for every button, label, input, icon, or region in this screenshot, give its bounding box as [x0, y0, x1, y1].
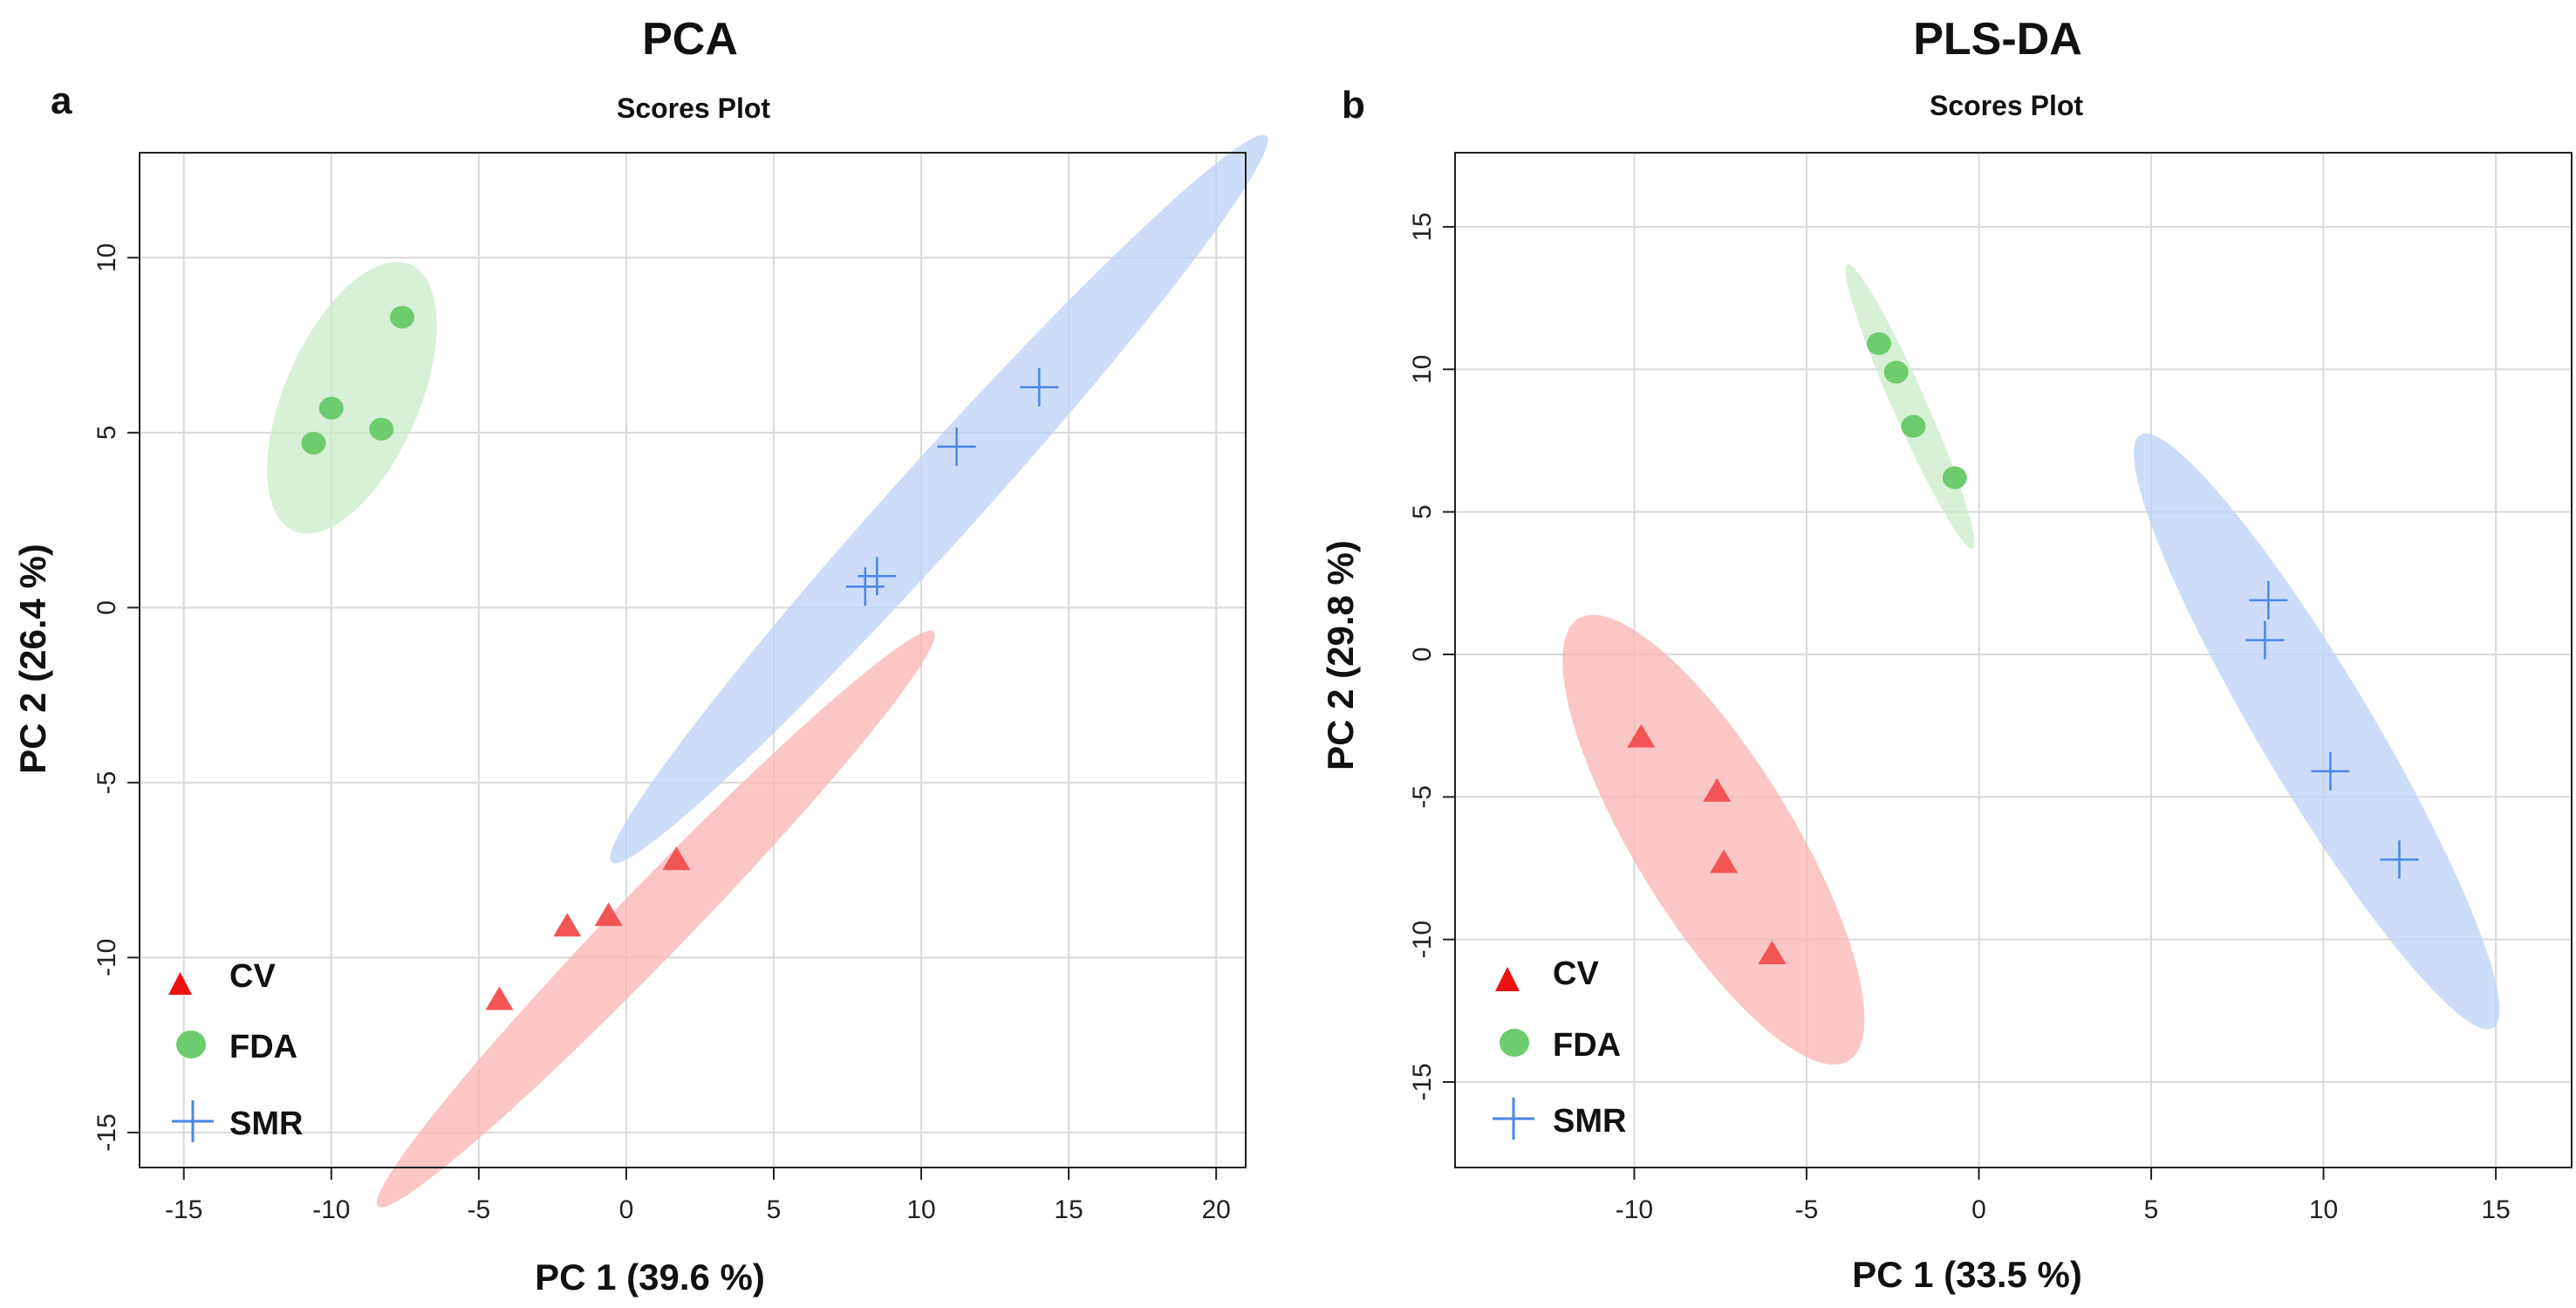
panel-b-y-axis-title: PC 2 (29.8 %): [1320, 540, 1361, 770]
x-tick-label: 5: [2144, 1195, 2159, 1224]
y-tick-label: 0: [1408, 647, 1437, 662]
x-tick-label: 5: [767, 1195, 782, 1224]
data-point-fda: [1942, 466, 1967, 490]
panel-a-title: PCA: [642, 14, 738, 65]
panel-b-title: PLS-DA: [1913, 14, 2082, 65]
x-tick-label: -10: [1616, 1195, 1653, 1224]
panel-a-x-axis-title: PC 1 (39.6 %): [535, 1257, 765, 1298]
confidence-ellipse-fda: [1845, 264, 1975, 549]
data-point-cv: [1710, 849, 1739, 873]
legend-a-fda-circle-icon: [176, 1031, 206, 1058]
y-tick-label: -15: [1408, 1063, 1437, 1100]
data-point-smr: [858, 557, 897, 596]
legend-a-fda-label: FDA: [229, 1029, 297, 1065]
data-point-cv: [553, 913, 582, 937]
data-point-fda: [318, 396, 344, 420]
y-tick-label: 0: [92, 600, 121, 615]
data-point-fda: [1866, 332, 1891, 355]
y-tick-label: 5: [92, 425, 121, 440]
y-tick-label: 10: [1408, 355, 1437, 384]
x-tick-label: 20: [1201, 1195, 1230, 1224]
y-tick-label: -5: [1408, 785, 1437, 809]
panel-a-points: [301, 305, 1059, 1010]
panel-a-legend: CV FDA SMR: [168, 958, 303, 1142]
x-tick-label: -10: [312, 1195, 350, 1224]
y-tick-label: 5: [1408, 504, 1437, 519]
confidence-ellipse-smr: [610, 134, 1268, 864]
x-tick-label: 15: [2481, 1195, 2510, 1224]
panel-pca: PCA a Scores Plot -15 -10 -5 0 5 10 15 20 -15 -10…: [12, 14, 1268, 1298]
legend-b-cv-triangle-icon: [1495, 967, 1520, 991]
legend-b-smr-plus-icon: [1493, 1098, 1534, 1140]
x-tick-label: 10: [2309, 1195, 2338, 1224]
panel-a-plot-frame: [139, 152, 1247, 1168]
panel-a-letter: a: [51, 79, 72, 122]
data-point-cv: [1627, 723, 1656, 748]
data-point-smr: [2249, 580, 2288, 620]
data-point-cv: [594, 902, 623, 927]
data-point-smr: [2245, 620, 2285, 660]
confidence-ellipse-smr: [2133, 433, 2500, 1030]
data-point-cv: [1758, 940, 1787, 964]
legend-a-smr-label: SMR: [229, 1106, 303, 1142]
panel-b-ellipses: [1562, 264, 2500, 1065]
data-point-smr: [937, 427, 976, 466]
panel-b-x-axis-title: PC 1 (33.5 %): [1852, 1254, 2082, 1295]
confidence-ellipse-fda: [267, 262, 437, 534]
panel-b-ticks: -10 -5 0 5 10 15 -15 -10 -5 0 5 10 15: [1408, 212, 2511, 1224]
data-point-fda: [369, 417, 394, 441]
panel-a-y-axis-title: PC 2 (26.4 %): [12, 544, 53, 774]
confidence-ellipse-cv: [376, 630, 935, 1208]
legend-a-cv-label: CV: [229, 958, 276, 995]
data-point-smr: [1020, 367, 1059, 407]
data-point-fda: [1901, 414, 1926, 438]
panel-b-letter: b: [1342, 84, 1365, 127]
panel-a-subtitle: Scores Plot: [617, 92, 770, 124]
panel-a-ticks: -15 -10 -5 0 5 10 15 20 -15 -10 -5 0 5 10: [92, 243, 1231, 1224]
x-tick-label: 15: [1054, 1195, 1083, 1224]
panel-b-legend: CV FDA SMR: [1493, 955, 1626, 1140]
y-tick-label: -5: [92, 771, 121, 795]
x-tick-label: -5: [1795, 1195, 1819, 1224]
y-tick-label: -10: [1408, 921, 1437, 958]
x-tick-label: 10: [906, 1195, 935, 1224]
y-tick-label: -10: [92, 939, 121, 976]
x-tick-label: 0: [1971, 1195, 1986, 1224]
x-tick-label: -5: [468, 1195, 491, 1224]
data-point-cv: [485, 986, 514, 1010]
y-tick-label: 10: [92, 243, 121, 272]
y-tick-label: -15: [92, 1113, 121, 1151]
data-point-fda: [1883, 360, 1909, 384]
data-point-cv: [662, 846, 691, 871]
panel-a-ellipses: [267, 134, 1268, 1208]
legend-b-fda-label: FDA: [1553, 1027, 1621, 1064]
legend-b-smr-label: SMR: [1553, 1103, 1626, 1140]
y-tick-label: 15: [1408, 212, 1437, 241]
x-tick-label: -15: [165, 1195, 202, 1224]
legend-a-smr-plus-icon: [172, 1100, 214, 1142]
data-point-cv: [1703, 777, 1732, 802]
panel-plsda: PLS-DA b Scores Plot -10 -5 0 5 10 15 -15 -10 -5…: [1320, 14, 2573, 1295]
data-point-fda: [389, 305, 414, 329]
data-point-fda: [301, 431, 326, 455]
x-tick-label: 0: [619, 1195, 634, 1224]
data-point-smr: [2380, 840, 2419, 880]
panel-b-points: [1627, 332, 2419, 964]
panel-b-subtitle: Scores Plot: [1930, 90, 2083, 121]
panel-b-plot-frame: [1454, 152, 2573, 1168]
confidence-ellipse-cv: [1562, 614, 1865, 1065]
legend-b-fda-circle-icon: [1500, 1029, 1529, 1057]
data-point-smr: [2311, 751, 2350, 791]
legend-a-cv-triangle-icon: [168, 972, 192, 995]
legend-b-cv-label: CV: [1553, 955, 1599, 992]
